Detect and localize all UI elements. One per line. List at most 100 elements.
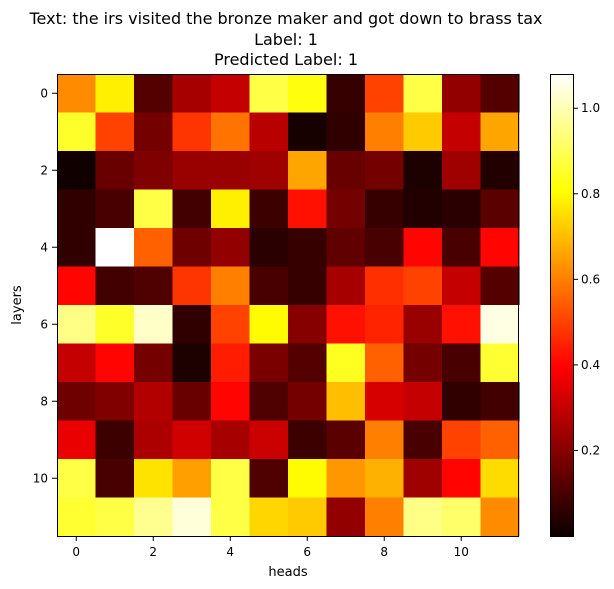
heatmap-cell [57, 266, 97, 306]
heatmap-cell [57, 228, 97, 268]
heatmap-cell [288, 305, 328, 345]
heatmap-cell [403, 459, 443, 499]
heatmap-cells [57, 74, 520, 537]
heatmap-cell [172, 112, 212, 152]
heatmap-cell [403, 189, 443, 229]
heatmap-cell [134, 112, 174, 152]
heatmap-cell [288, 497, 328, 537]
heatmap-cell [95, 189, 135, 229]
heatmap-cell [365, 189, 405, 229]
colorbar-tick-label: 0.8 [581, 187, 600, 201]
heatmap-cell [365, 420, 405, 460]
heatmap-cell [442, 228, 482, 268]
colorbar-tick-label: 0.4 [581, 358, 600, 372]
heatmap-cell [480, 305, 520, 345]
heatmap-cell [288, 189, 328, 229]
heatmap-cell [134, 151, 174, 191]
heatmap-cell [172, 228, 212, 268]
chart-title-line-1: Text: the irs visited the bronze maker a… [29, 9, 543, 28]
heatmap-cell [288, 382, 328, 422]
heatmap-cell [95, 74, 135, 114]
heatmap-cell [326, 305, 366, 345]
heatmap-cell [95, 228, 135, 268]
heatmap-cell [95, 305, 135, 345]
heatmap-cell [249, 228, 289, 268]
chart-title-line-3: Predicted Label: 1 [214, 50, 358, 69]
heatmap-cell [134, 74, 174, 114]
heatmap-cell [134, 420, 174, 460]
heatmap-cell [95, 497, 135, 537]
heatmap-cell [134, 266, 174, 306]
heatmap-cell [365, 459, 405, 499]
heatmap-cell [365, 382, 405, 422]
heatmap-cell [57, 189, 97, 229]
heatmap-cell [57, 497, 97, 537]
heatmap-cell [249, 189, 289, 229]
heatmap-cell [172, 151, 212, 191]
heatmap-cell [172, 74, 212, 114]
heatmap-cell [57, 112, 97, 152]
y-axis-label: layers [10, 285, 25, 325]
heatmap-cell [480, 382, 520, 422]
heatmap-cell [403, 343, 443, 383]
heatmap-cell [365, 497, 405, 537]
heatmap-cell [57, 420, 97, 460]
heatmap-cell [403, 74, 443, 114]
y-tick-label: 4 [40, 240, 48, 254]
heatmap-cell [288, 343, 328, 383]
heatmap-cell [172, 497, 212, 537]
heatmap-cell [95, 420, 135, 460]
heatmap-cell [480, 266, 520, 306]
heatmap-cell [211, 266, 251, 306]
heatmap-cell [288, 420, 328, 460]
heatmap-cell [134, 497, 174, 537]
heatmap-cell [249, 343, 289, 383]
heatmap-cell [172, 382, 212, 422]
heatmap-cell [288, 151, 328, 191]
heatmap-cell [480, 74, 520, 114]
colorbar-tick-label: 0.2 [581, 443, 600, 457]
heatmap-cell [365, 228, 405, 268]
heatmap-cell [365, 305, 405, 345]
colorbar-frame [550, 74, 574, 537]
heatmap-cell [95, 459, 135, 499]
heatmap-cell [172, 266, 212, 306]
heatmap-frame [57, 74, 519, 537]
heatmap-cell [442, 420, 482, 460]
heatmap-cell [442, 74, 482, 114]
heatmap-cell [442, 382, 482, 422]
x-tick-label: 2 [149, 545, 157, 559]
heatmap-cell [288, 266, 328, 306]
heatmap-cell [249, 74, 289, 114]
heatmap-cell [365, 151, 405, 191]
heatmap-cell [95, 151, 135, 191]
heatmap-cell [326, 497, 366, 537]
heatmap-cell [480, 112, 520, 152]
heatmap-cell [403, 382, 443, 422]
y-tick-label: 10 [33, 471, 48, 485]
x-axis-ticks: 0 2 4 6 8 10 [72, 536, 469, 559]
heatmap-cell [326, 343, 366, 383]
heatmap-cell [403, 112, 443, 152]
heatmap-cell [211, 343, 251, 383]
heatmap-cell [211, 228, 251, 268]
heatmap-cell [326, 74, 366, 114]
x-tick-label: 10 [454, 545, 469, 559]
heatmap-cell [288, 74, 328, 114]
heatmap-cell [326, 151, 366, 191]
heatmap-cell [172, 189, 212, 229]
heatmap-cell [442, 305, 482, 345]
heatmap-cell [249, 382, 289, 422]
heatmap-cell [480, 459, 520, 499]
heatmap-cell [249, 305, 289, 345]
y-axis-ticks: 0 2 4 6 8 10 [33, 86, 57, 485]
heatmap-cell [403, 420, 443, 460]
heatmap-cell [57, 382, 97, 422]
heatmap-cell [365, 266, 405, 306]
heatmap-cell [326, 189, 366, 229]
heatmap-cell [480, 189, 520, 229]
colorbar-tick-label: 0.6 [581, 272, 600, 286]
heatmap-cell [211, 382, 251, 422]
heatmap-cell [326, 459, 366, 499]
